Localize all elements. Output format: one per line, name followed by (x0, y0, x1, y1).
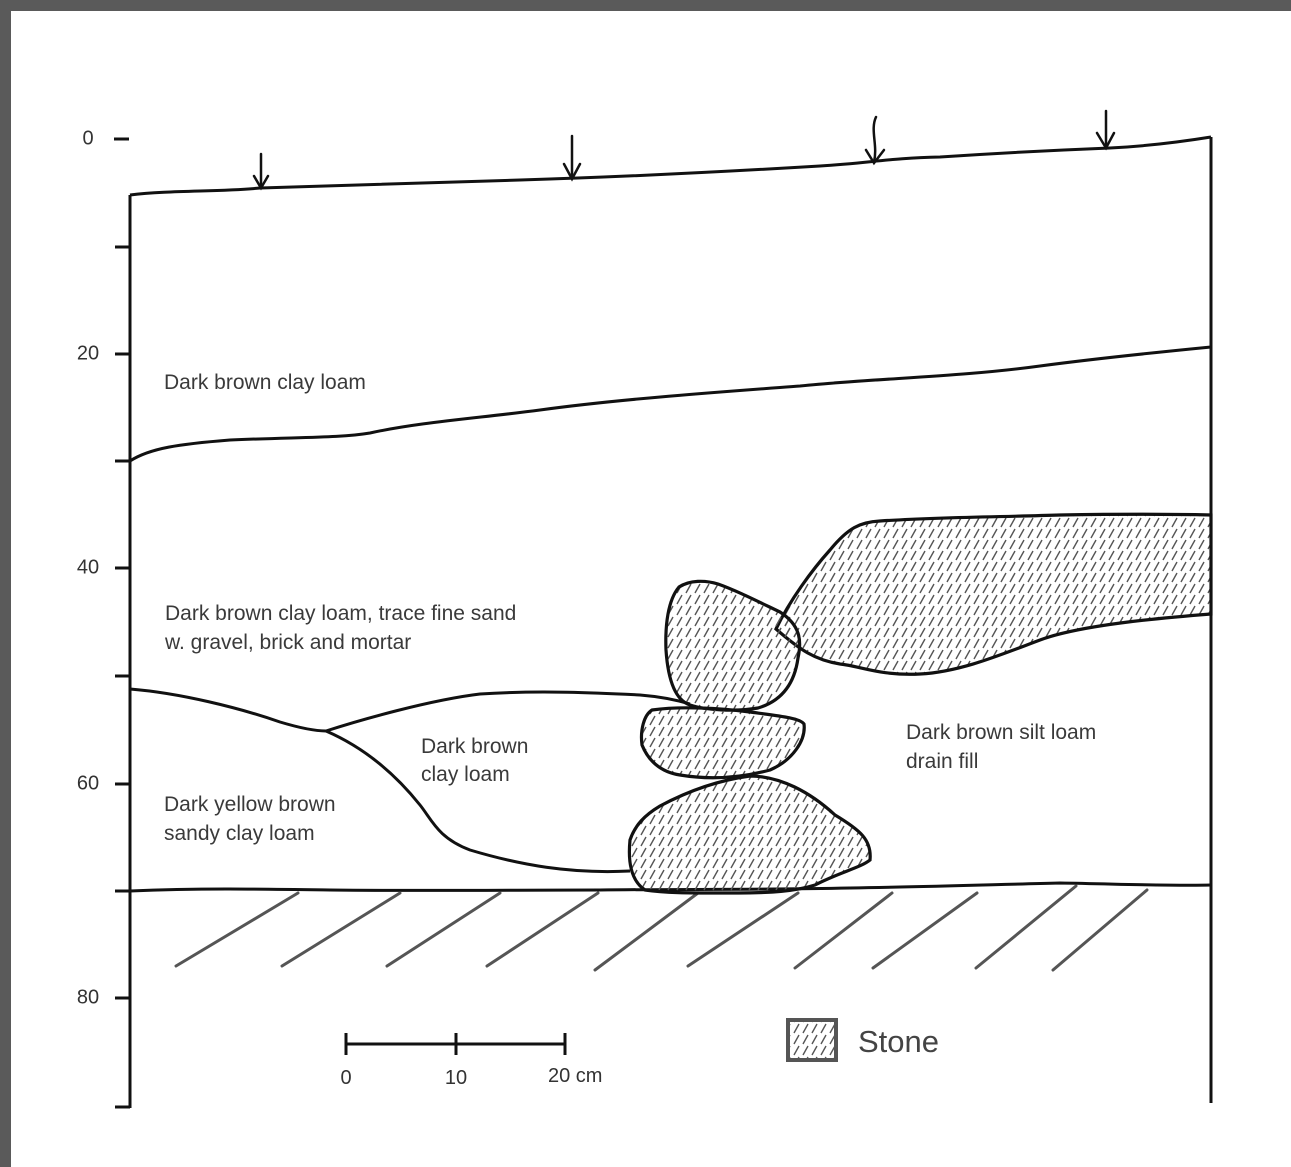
layer-boundary-1 (129, 345, 1212, 463)
scale-label-10: 10 (445, 1067, 467, 1089)
stone-large-right (774, 512, 1213, 676)
arrow-icon (864, 115, 886, 166)
depth-label-80: 80 (77, 986, 99, 1008)
label-dark-brown-clay-loam-top: Dark brown clay loam (164, 371, 366, 394)
scale-label-0: 0 (340, 1067, 351, 1089)
clay-loam-lens-outline (325, 690, 691, 874)
label-drain-fill-line-1: Dark brown silt loam (906, 721, 1096, 744)
stone-legend-label: Stone (858, 1024, 939, 1059)
scale-label-20cm: 20 cm (548, 1065, 602, 1087)
arrow-icon (1095, 109, 1116, 151)
layer-boundary-2 (129, 687, 327, 733)
depth-label-0: 0 (82, 127, 93, 149)
scale-bar: 0 10 20 cm (340, 1033, 602, 1089)
label-lens-line-1: Dark brown (421, 735, 528, 758)
depth-tick-labels: 0 20 40 60 80 (77, 127, 99, 1008)
stones (627, 512, 1213, 895)
surface-arrows (252, 109, 1116, 191)
ground-surface-line (129, 135, 1212, 197)
stone-legend-swatch (786, 1018, 838, 1062)
depth-label-20: 20 (77, 342, 99, 364)
label-clay-loam-trace-sand-line-1: Dark brown clay loam, trace fine sand (165, 602, 516, 625)
layer-labels: Dark brown clay loam Dark brown clay loa… (164, 371, 1096, 845)
label-lens-line-2: clay loam (421, 763, 510, 786)
arrow-icon (252, 152, 270, 191)
depth-axis (114, 137, 132, 1109)
stone-middle (639, 706, 806, 780)
arrow-icon (562, 134, 582, 182)
label-yellow-brown-line-1: Dark yellow brown (164, 793, 336, 816)
stone-upper-middle (664, 579, 802, 712)
depth-label-40: 40 (77, 556, 99, 578)
label-clay-loam-trace-sand-line-2: w. gravel, brick and mortar (164, 631, 411, 654)
label-drain-fill-line-2: drain fill (906, 750, 978, 773)
depth-label-60: 60 (77, 772, 99, 794)
label-yellow-brown-line-2: sandy clay loam (164, 822, 315, 845)
legend: Stone (786, 1018, 939, 1062)
stone-lower (627, 774, 872, 895)
bedrock-hatching (174, 884, 1149, 972)
